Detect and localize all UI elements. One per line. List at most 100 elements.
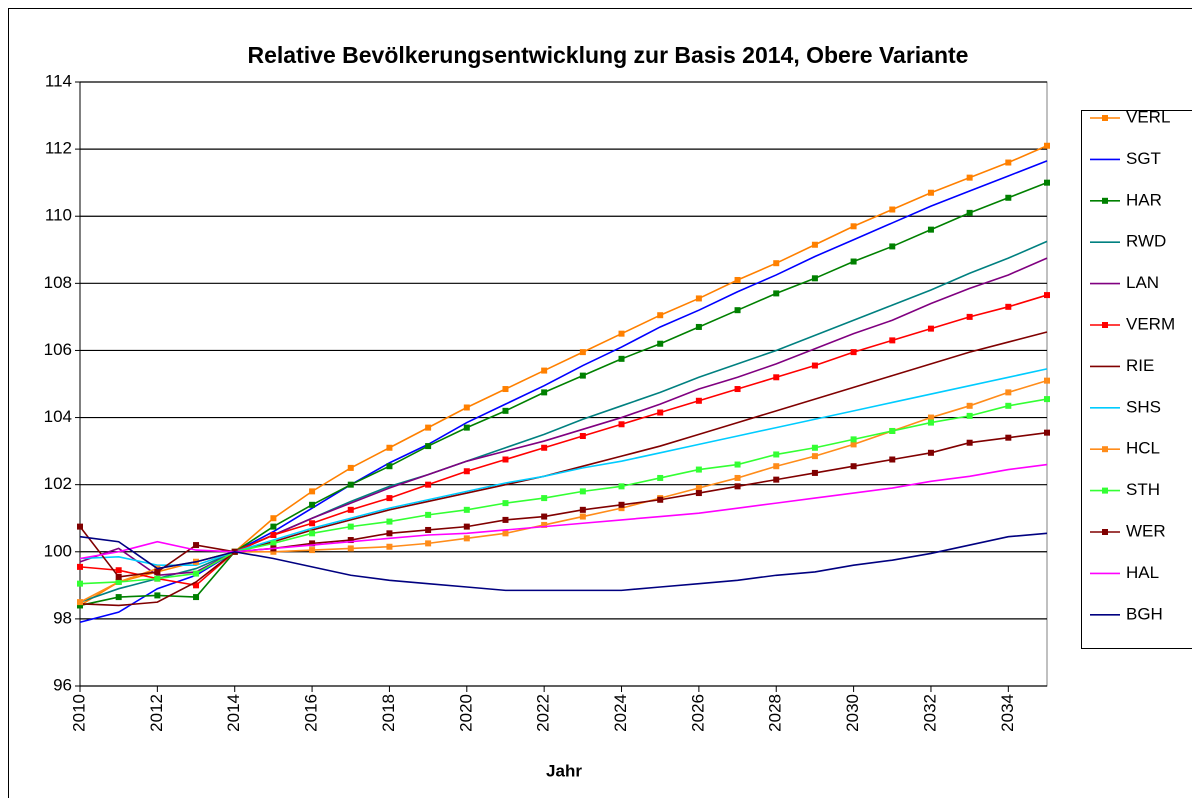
data-point <box>695 295 702 302</box>
data-point <box>502 407 509 414</box>
data-point <box>463 468 470 475</box>
data-point <box>386 543 393 550</box>
y-tick-label: 102 <box>44 474 72 493</box>
data-point <box>966 209 973 216</box>
data-point <box>1005 434 1012 441</box>
data-point <box>309 540 316 547</box>
data-point <box>850 441 857 448</box>
data-point <box>811 275 818 282</box>
data-point <box>386 518 393 525</box>
data-point <box>695 485 702 492</box>
data-point <box>502 500 509 507</box>
data-point <box>115 594 122 601</box>
data-point <box>773 463 780 470</box>
x-tick-label: 2026 <box>688 694 707 732</box>
data-point <box>77 523 83 530</box>
data-point <box>425 481 432 488</box>
data-point <box>1044 292 1050 299</box>
legend-label: SHS <box>1126 397 1161 416</box>
x-tick-label: 2028 <box>766 694 785 732</box>
data-point <box>1005 303 1012 310</box>
data-point <box>1005 159 1012 166</box>
data-point <box>115 567 122 574</box>
data-point <box>579 433 586 440</box>
data-point <box>463 535 470 542</box>
data-point <box>1044 142 1050 149</box>
data-point <box>657 474 664 481</box>
data-point <box>270 523 277 530</box>
y-tick-label: 104 <box>44 407 72 426</box>
data-point <box>734 483 741 490</box>
y-tick-label: 106 <box>44 340 72 359</box>
data-point <box>579 372 586 379</box>
data-point <box>541 367 548 374</box>
data-point <box>850 436 857 443</box>
data-point <box>115 578 122 585</box>
x-tick-label: 2014 <box>224 694 243 732</box>
data-point <box>541 389 548 396</box>
data-point <box>773 374 780 381</box>
data-point <box>77 602 83 609</box>
data-point <box>889 427 896 434</box>
data-point <box>811 469 818 476</box>
data-point <box>193 594 200 601</box>
data-point <box>927 419 934 426</box>
data-point <box>889 456 896 463</box>
x-tick-label: 2018 <box>379 694 398 732</box>
x-tick-label: 2020 <box>456 694 475 732</box>
data-point <box>811 444 818 451</box>
data-point <box>193 582 200 589</box>
data-point <box>773 260 780 267</box>
data-point <box>386 495 393 502</box>
data-point <box>1005 389 1012 396</box>
data-point <box>927 226 934 233</box>
data-point <box>734 386 741 393</box>
data-point <box>463 404 470 411</box>
data-point <box>1044 429 1050 436</box>
data-point <box>425 443 432 450</box>
data-point <box>193 542 200 549</box>
data-point <box>347 523 354 530</box>
data-point <box>1044 396 1050 403</box>
data-point <box>618 421 625 428</box>
y-tick-label: 98 <box>53 608 72 627</box>
data-point <box>541 521 548 528</box>
data-point <box>347 545 354 552</box>
data-point <box>541 495 548 502</box>
y-tick-label: 112 <box>45 139 72 158</box>
data-point <box>309 501 316 508</box>
y-tick-label: 108 <box>44 273 72 292</box>
legend-label: BGH <box>1126 604 1163 623</box>
x-tick-label: 2030 <box>843 694 862 732</box>
data-point <box>386 463 393 470</box>
data-point <box>425 424 432 431</box>
data-point <box>618 330 625 337</box>
legend-marker <box>1102 115 1108 121</box>
x-axis-label: Jahr <box>546 761 582 780</box>
data-point <box>193 570 200 577</box>
x-tick-label: 2016 <box>302 694 321 732</box>
x-tick-label: 2032 <box>920 694 939 732</box>
y-tick-label: 110 <box>45 206 72 225</box>
data-point <box>425 511 432 518</box>
data-point <box>927 414 934 421</box>
data-point <box>889 337 896 344</box>
data-point <box>966 439 973 446</box>
data-point <box>502 516 509 523</box>
data-point <box>77 599 83 606</box>
series-line <box>79 463 1048 560</box>
data-point <box>927 325 934 332</box>
y-tick-label: 114 <box>45 71 72 90</box>
series-line <box>79 294 1048 587</box>
data-point <box>463 506 470 513</box>
data-point <box>811 453 818 460</box>
legend-label: WER <box>1126 521 1166 540</box>
data-point <box>618 483 625 490</box>
data-point <box>309 547 316 554</box>
x-tick-label: 2010 <box>69 694 88 732</box>
data-point <box>850 223 857 230</box>
data-point <box>309 520 316 527</box>
data-point <box>579 488 586 495</box>
data-point <box>966 174 973 181</box>
